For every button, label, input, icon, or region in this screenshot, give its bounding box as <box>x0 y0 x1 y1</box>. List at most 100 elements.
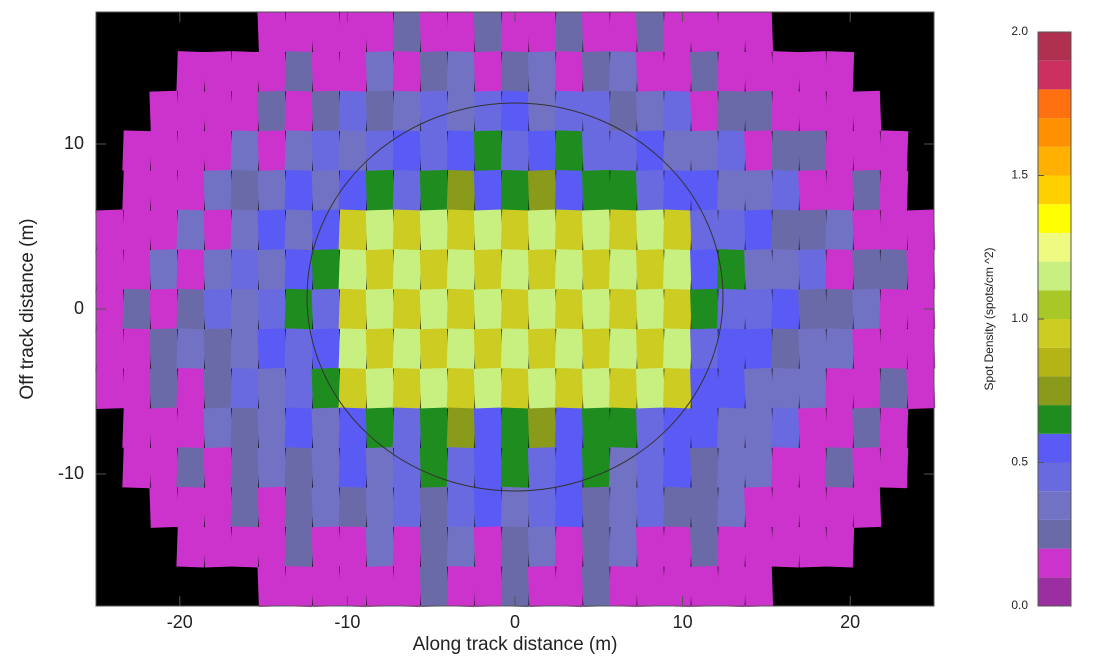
map-tile <box>338 328 368 370</box>
map-tile <box>149 169 179 212</box>
map-tile <box>825 367 855 410</box>
map-tile <box>500 130 530 172</box>
map-tile <box>473 565 503 608</box>
map-tile <box>365 90 395 132</box>
map-tile <box>608 90 638 132</box>
map-tile <box>527 90 557 132</box>
map-tile <box>771 486 801 528</box>
map-tile <box>798 249 828 291</box>
map-tile <box>690 51 720 93</box>
map-tile <box>257 51 287 93</box>
map-tile <box>690 565 720 608</box>
map-tile <box>771 526 801 568</box>
map-tile <box>176 328 206 370</box>
map-tile <box>149 447 179 489</box>
map-tile <box>527 288 557 330</box>
map-tile <box>203 209 233 251</box>
map-tile <box>203 328 233 370</box>
map-tile <box>852 288 882 330</box>
map-tile <box>608 407 638 449</box>
colorbar-bin <box>1038 548 1071 578</box>
y-tick-label: -10 <box>58 463 84 483</box>
map-tile <box>392 209 422 251</box>
map-tile <box>122 209 152 251</box>
map-tile <box>635 169 665 212</box>
map-tile <box>744 288 774 330</box>
map-tile <box>581 130 611 172</box>
map-tile <box>95 328 125 370</box>
map-tile <box>446 288 476 330</box>
map-tile <box>257 367 287 410</box>
map-tile <box>690 90 720 132</box>
map-tile <box>608 565 638 608</box>
map-tile <box>744 51 774 93</box>
map-tile <box>581 209 611 251</box>
map-tile <box>690 11 720 53</box>
map-tile <box>473 526 503 568</box>
map-tile <box>284 90 314 132</box>
map-tile <box>662 209 692 251</box>
map-tile <box>608 486 638 528</box>
map-tile <box>798 90 828 132</box>
colorbar-bin <box>1038 319 1071 348</box>
map-tile <box>825 288 855 330</box>
map-tile <box>879 249 909 291</box>
map-tile <box>744 130 774 172</box>
map-tile <box>176 169 206 212</box>
map-tile <box>149 486 179 528</box>
colorbar-bin <box>1038 376 1071 406</box>
map-tile <box>554 169 584 212</box>
map-tile <box>95 367 125 410</box>
map-tile <box>473 407 503 449</box>
map-tile <box>662 288 692 330</box>
map-tile <box>257 249 287 291</box>
map-tile <box>771 169 801 212</box>
map-tile <box>662 169 692 212</box>
map-tile <box>554 249 584 291</box>
x-tick-label: -20 <box>167 612 193 632</box>
colorbar-bin <box>1038 519 1071 549</box>
map-tile <box>149 130 179 172</box>
map-tile <box>690 249 720 291</box>
map-tile <box>906 209 936 251</box>
map-tile <box>771 288 801 330</box>
map-tile <box>311 486 341 528</box>
map-tile <box>176 367 206 410</box>
map-tile <box>527 11 557 53</box>
map-tile <box>149 328 179 370</box>
map-tile <box>419 367 449 410</box>
map-tile <box>284 526 314 568</box>
colorbar-bin <box>1038 118 1071 147</box>
map-tile <box>122 367 152 410</box>
map-tile <box>608 249 638 291</box>
map-tile <box>744 90 774 132</box>
map-tile <box>581 51 611 93</box>
map-tile <box>825 486 855 528</box>
map-tile <box>257 486 287 528</box>
map-tile <box>311 407 341 449</box>
map-tile <box>527 130 557 172</box>
map-tile <box>311 130 341 172</box>
map-tile <box>419 130 449 172</box>
map-tile <box>554 11 584 53</box>
map-tile <box>744 447 774 489</box>
map-tile <box>365 288 395 330</box>
map-tile <box>581 526 611 568</box>
map-tile <box>879 447 909 489</box>
map-tile <box>554 486 584 528</box>
map-tile <box>717 328 747 370</box>
map-tile <box>662 486 692 528</box>
map-tile <box>744 526 774 568</box>
colorbar-tick-label: 0.0 <box>1011 598 1028 612</box>
map-tile <box>690 209 720 251</box>
map-tile <box>176 249 206 291</box>
map-tile <box>257 130 287 172</box>
map-tile <box>798 288 828 330</box>
map-tile <box>446 328 476 370</box>
map-tile <box>176 407 206 449</box>
map-tile <box>554 288 584 330</box>
y-tick-label: 10 <box>64 133 84 153</box>
map-tile <box>419 447 449 489</box>
map-tile <box>338 407 368 449</box>
map-tile <box>852 90 882 132</box>
